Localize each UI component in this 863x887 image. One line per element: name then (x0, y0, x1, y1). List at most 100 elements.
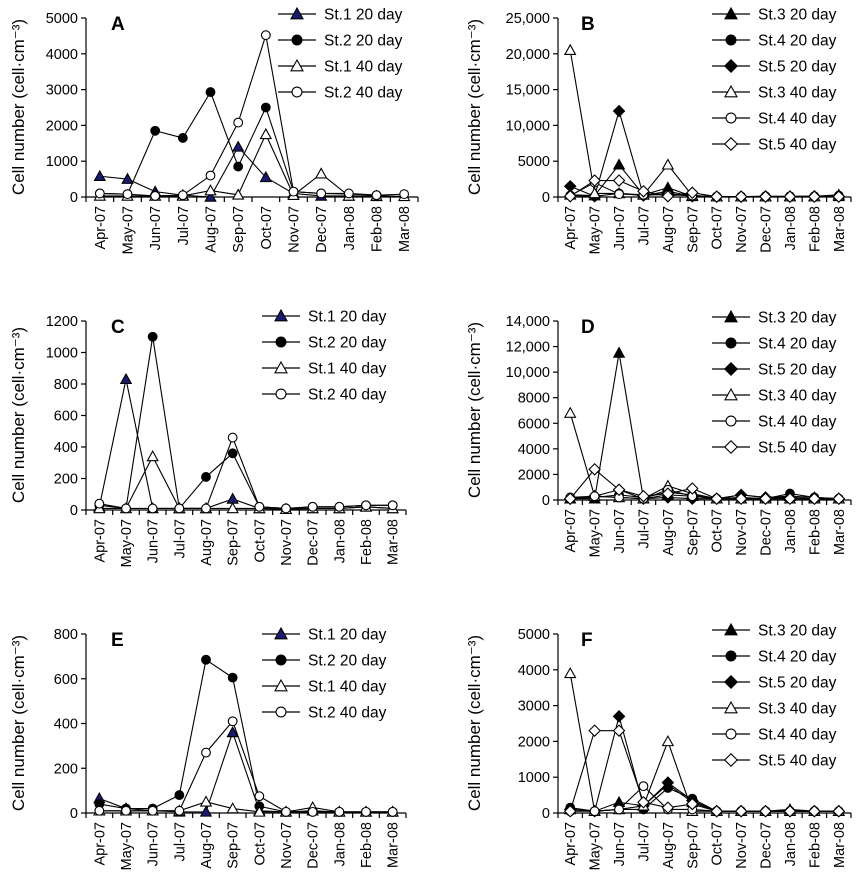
x-tick-label: Mar-08 (832, 509, 848, 555)
x-tick-label: Nov-07 (734, 509, 750, 556)
data-point (281, 503, 291, 514)
legend-marker (725, 415, 737, 427)
x-tick-label: Jan-08 (783, 206, 799, 250)
data-point (563, 804, 577, 818)
x-tick-label: Mar-08 (832, 822, 848, 868)
y-axis-title: Cell number (cell·cm⁻³) (9, 635, 28, 811)
x-tick-label: Nov-07 (734, 822, 750, 869)
data-point (226, 726, 239, 738)
x-tick-label: Jul-07 (636, 509, 652, 549)
x-tick-label: Jun-07 (612, 206, 628, 250)
legend-marker (291, 34, 303, 46)
x-tick-label: Oct-07 (710, 509, 726, 553)
x-tick-label: May-07 (119, 519, 135, 567)
legend-label: St.1 20 day (324, 7, 403, 24)
data-point (227, 672, 238, 683)
data-point (150, 125, 161, 136)
x-tick-label: Feb-08 (370, 206, 386, 252)
data-point (260, 30, 271, 41)
data-point (253, 805, 266, 817)
x-tick-label: Dec-07 (314, 206, 330, 253)
data-point (281, 806, 291, 817)
data-point (563, 406, 577, 418)
legend-label: St.3 20 day (758, 7, 837, 24)
series-st-2-20-day (94, 331, 398, 514)
data-point (119, 372, 133, 385)
data-point (832, 492, 846, 506)
legend-marker (725, 337, 737, 349)
legend-label: St.3 40 day (758, 701, 837, 718)
legend-label: St.1 40 day (308, 679, 387, 696)
x-tick-label: Nov-07 (279, 519, 295, 566)
legend: St.1 20 day St.2 20 day St.1 40 day St.2 40… (262, 309, 387, 404)
data-point (94, 498, 105, 509)
data-point (254, 791, 265, 802)
y-tick-label: 1000 (46, 346, 78, 362)
legend: St.1 20 day St.2 20 day St.1 40 day St.2 40… (262, 627, 387, 722)
data-point (612, 174, 626, 187)
legend-label: St.2 40 day (308, 705, 387, 722)
y-tick-label: 0 (70, 503, 78, 519)
legend-marker (725, 34, 737, 46)
data-point (808, 804, 821, 818)
panel-f: 0 1000 2000 3000 4000 5000 Apr-07 May-07 Jun-07 J… (465, 623, 852, 870)
y-tick-label: 15,000 (506, 83, 550, 99)
y-tick-label: 10,000 (506, 365, 550, 381)
x-tick-label: Oct-07 (710, 822, 726, 866)
legend-marker (724, 387, 738, 401)
y-tick-label: 1000 (518, 770, 550, 786)
data-point (759, 492, 772, 506)
data-point (759, 190, 772, 203)
legend-marker (723, 752, 739, 768)
x-tick-label: Apr-07 (563, 509, 579, 553)
data-point (734, 190, 748, 203)
legend-label: St.4 20 day (758, 649, 837, 666)
legend-marker (290, 58, 304, 72)
x-tick-label: Dec-07 (759, 206, 775, 253)
y-tick-label: 4000 (46, 47, 78, 63)
series-st-5-40-day (563, 724, 846, 818)
data-point (226, 492, 239, 504)
y-tick-label: 0 (70, 190, 78, 206)
data-point (231, 188, 245, 200)
x-tick-label: Dec-07 (759, 509, 775, 556)
y-tick-label: 20,000 (506, 47, 550, 63)
legend-marker (274, 626, 288, 640)
data-point (637, 184, 650, 198)
data-point (685, 482, 699, 495)
x-tick-label: Feb-08 (359, 822, 375, 868)
data-point (661, 189, 675, 203)
legend-marker (723, 439, 739, 455)
data-point (147, 503, 158, 514)
legend-label: St.1 20 day (308, 309, 387, 326)
x-tick-label: Aug-07 (661, 206, 677, 253)
data-point (563, 189, 577, 203)
data-point (288, 186, 299, 197)
panel-letter: A (111, 14, 125, 35)
data-point (343, 188, 354, 199)
x-tick-label: Mar-08 (386, 822, 402, 868)
legend-marker (724, 84, 738, 98)
y-axis-title: Cell number (cell·cm⁻³) (465, 19, 484, 195)
x-tick-label: Apr-07 (563, 822, 579, 866)
legend-label: St.4 40 day (758, 111, 837, 128)
x-tick-label: Jan-08 (783, 822, 799, 866)
x-tick-label: Jun-07 (146, 822, 162, 866)
x-tick-label: Jun-07 (612, 822, 628, 866)
data-point (361, 806, 371, 817)
panel-letter: B (581, 14, 595, 35)
data-point (661, 776, 675, 789)
x-tick-label: Sep-07 (685, 822, 701, 869)
panel-letter: E (111, 630, 124, 651)
x-tick-label: Aug-07 (661, 822, 677, 869)
x-tick-label: Jan-08 (332, 822, 348, 866)
data-point (334, 501, 345, 512)
data-point (710, 190, 724, 203)
legend-label: St.1 40 day (308, 361, 387, 378)
data-point (121, 172, 134, 184)
y-tick-label: 0 (70, 806, 78, 822)
y-tick-label: 400 (54, 440, 78, 456)
series-st-5-40-day (563, 174, 846, 203)
data-point (259, 127, 273, 140)
